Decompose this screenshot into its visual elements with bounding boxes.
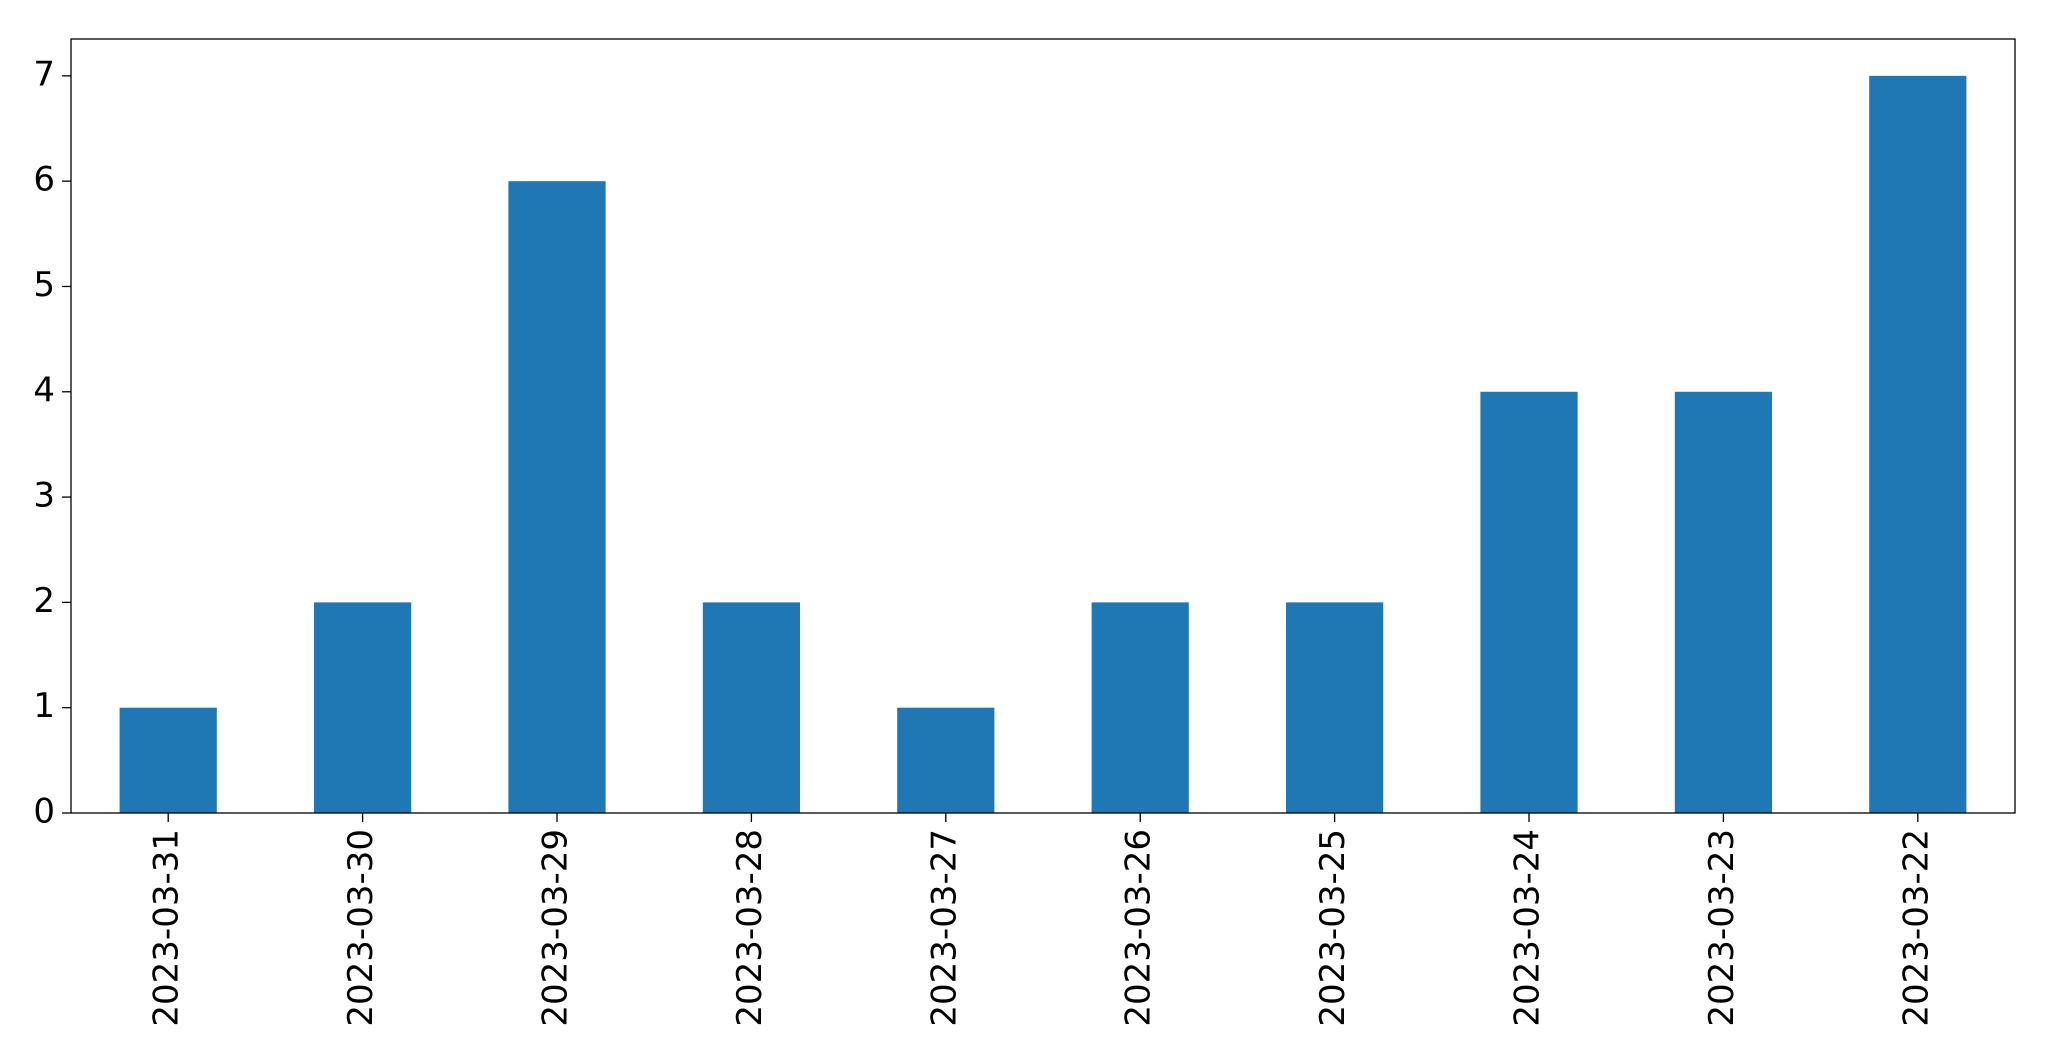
y-tick-label: 4	[33, 370, 55, 410]
x-tick-label: 2023-03-23	[1702, 829, 1742, 1027]
x-tick-label: 2023-03-29	[536, 829, 576, 1027]
y-tick-label: 1	[33, 686, 55, 726]
x-tick-label: 2023-03-24	[1508, 829, 1548, 1027]
y-tick-label: 2	[33, 581, 55, 621]
x-tick-label: 2023-03-30	[341, 829, 381, 1027]
y-tick-label: 6	[33, 160, 55, 200]
y-tick-label: 7	[33, 54, 55, 94]
x-tick-label: 2023-03-22	[1896, 829, 1936, 1027]
bar	[508, 181, 606, 813]
bar	[1480, 391, 1578, 813]
bar	[314, 602, 412, 813]
x-tick-label: 2023-03-25	[1313, 829, 1353, 1027]
x-tick-label: 2023-03-28	[730, 829, 770, 1027]
bar	[1674, 391, 1772, 813]
plot-frame	[70, 38, 2016, 814]
y-tick-label: 0	[33, 792, 55, 832]
y-tick-label: 5	[33, 265, 55, 305]
bar	[1286, 602, 1384, 813]
bar	[119, 707, 217, 813]
y-tick-label: 3	[33, 476, 55, 516]
bar	[897, 707, 995, 813]
x-tick-label: 2023-03-31	[147, 829, 187, 1027]
bar	[702, 602, 800, 813]
x-tick-label: 2023-03-26	[1119, 829, 1159, 1027]
bar	[1869, 75, 1967, 814]
bar	[1091, 602, 1189, 813]
x-tick-label: 2023-03-27	[924, 829, 964, 1027]
